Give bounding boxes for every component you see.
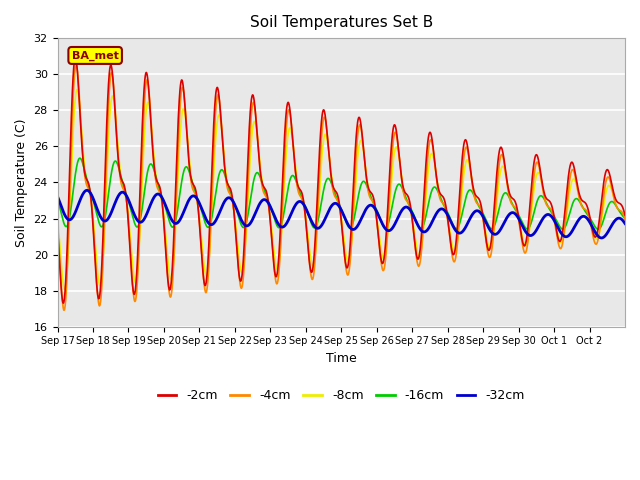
-32cm [545, 212, 552, 217]
-16cm [376, 215, 383, 220]
-8cm [614, 205, 621, 211]
-2cm [614, 199, 621, 205]
-16cm [614, 205, 621, 211]
-16cm [54, 196, 61, 202]
Line: -8cm: -8cm [58, 89, 625, 289]
-8cm [73, 86, 81, 92]
-8cm [621, 216, 629, 222]
-4cm [614, 205, 621, 211]
Legend: -2cm, -4cm, -8cm, -16cm, -32cm: -2cm, -4cm, -8cm, -16cm, -32cm [153, 384, 530, 407]
-16cm [76, 155, 84, 161]
-4cm [621, 216, 629, 222]
Text: BA_met: BA_met [72, 50, 118, 60]
-2cm [545, 197, 552, 203]
Line: -32cm: -32cm [58, 190, 625, 238]
-32cm [621, 221, 629, 227]
Line: -16cm: -16cm [58, 158, 625, 229]
-2cm [54, 223, 61, 229]
-8cm [545, 205, 552, 211]
-32cm [513, 212, 520, 218]
-32cm [83, 187, 91, 193]
-4cm [545, 204, 552, 210]
-4cm [513, 208, 520, 214]
-16cm [233, 208, 241, 214]
-2cm [72, 55, 79, 60]
-16cm [595, 227, 602, 232]
-8cm [234, 236, 241, 242]
-16cm [545, 204, 552, 210]
Line: -4cm: -4cm [58, 65, 625, 310]
-32cm [233, 207, 241, 213]
-16cm [621, 216, 629, 222]
-4cm [54, 219, 61, 225]
-32cm [614, 216, 621, 221]
-8cm [111, 104, 118, 110]
Line: -2cm: -2cm [58, 58, 625, 303]
-2cm [621, 212, 629, 218]
-4cm [72, 62, 80, 68]
-2cm [111, 102, 118, 108]
-32cm [598, 235, 605, 241]
-2cm [60, 300, 67, 306]
-32cm [111, 202, 118, 207]
-4cm [376, 248, 383, 254]
Title: Soil Temperatures Set B: Soil Temperatures Set B [250, 15, 433, 30]
-16cm [513, 208, 520, 214]
-4cm [234, 248, 241, 254]
-8cm [61, 286, 68, 292]
X-axis label: Time: Time [326, 352, 356, 365]
-32cm [376, 215, 383, 221]
-2cm [234, 251, 241, 257]
-16cm [111, 159, 118, 165]
-2cm [376, 248, 383, 253]
-8cm [376, 238, 383, 243]
-32cm [54, 193, 61, 199]
-8cm [513, 209, 520, 215]
-4cm [111, 98, 118, 104]
Y-axis label: Soil Temperature (C): Soil Temperature (C) [15, 118, 28, 247]
-4cm [60, 307, 68, 313]
-8cm [54, 213, 61, 219]
-2cm [513, 203, 520, 209]
